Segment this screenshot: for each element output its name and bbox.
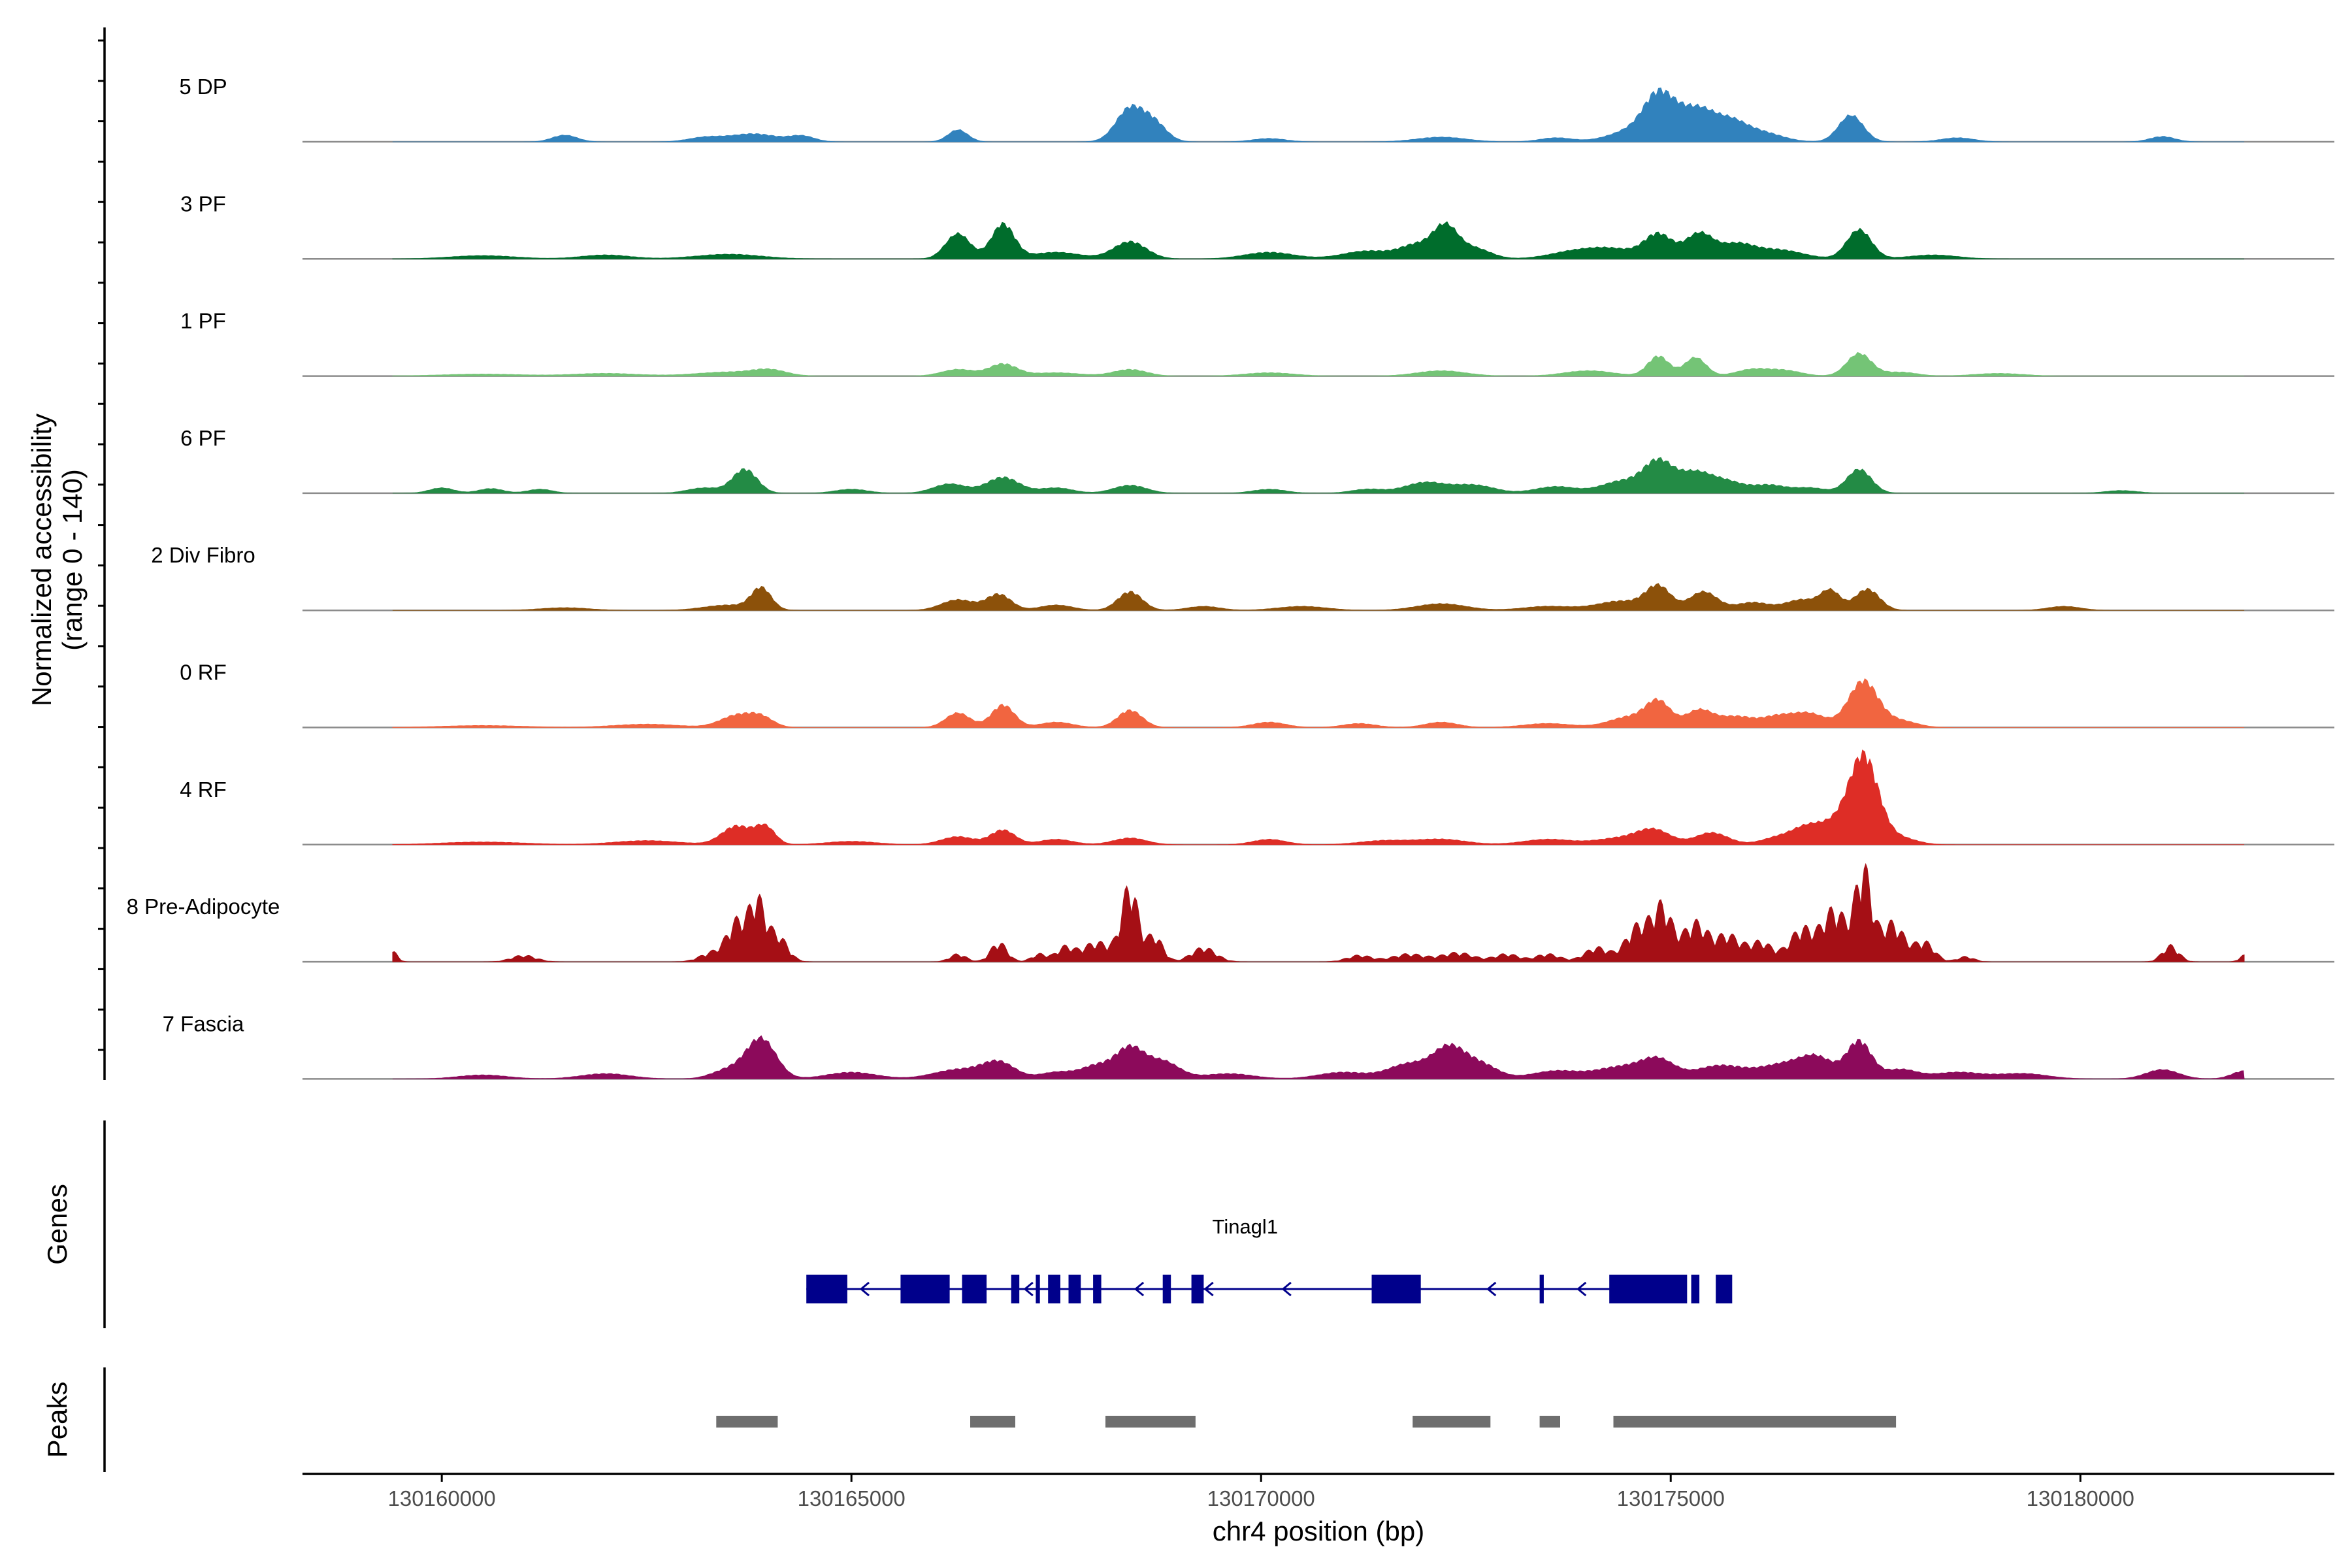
track-label: 1 PF (180, 309, 226, 333)
coverage-area (392, 862, 2245, 962)
coverage-area (392, 221, 2245, 259)
coverage-area (392, 351, 2245, 376)
track-0-rf: 0 RF (180, 661, 2334, 728)
track-7-fascia: 7 Fascia (163, 1011, 2334, 1080)
peak-region (1413, 1416, 1491, 1428)
coverage-y-title-line1: Normalized accessibility (26, 414, 57, 706)
gene-model (806, 1275, 1733, 1303)
strand-arrow-icon (1134, 1281, 1145, 1297)
strand-arrow-icon (1281, 1281, 1292, 1297)
strand-arrow-icon (1203, 1281, 1214, 1297)
peak-region (970, 1416, 1015, 1428)
strand-arrow-icon (1023, 1281, 1034, 1297)
peaks-track-label: Peaks (42, 1382, 73, 1458)
track-5-dp: 5 DP (179, 74, 2334, 143)
gene-name-label: Tinagl1 (1213, 1215, 1279, 1238)
track-label: 4 RF (180, 777, 227, 802)
track-label: 8 Pre-Adipocyte (127, 894, 280, 919)
track-2-div-fibro: 2 Div Fibro (151, 543, 2334, 612)
coverage-area (392, 1035, 2245, 1079)
coverage-tracks: 5 DP 3 PF 1 PF 6 PF 2 Div Fibro 0 RF 4 RF 8 Pre… (127, 74, 2334, 1080)
genes-track-label: Genes (42, 1184, 73, 1265)
strand-arrow-icon (859, 1281, 870, 1297)
gene-exon (1068, 1275, 1081, 1303)
track-4-rf: 4 RF (180, 749, 2334, 846)
track-3-pf: 3 PF (180, 191, 2334, 260)
peak-region (716, 1416, 778, 1428)
peak-region (1613, 1416, 1897, 1428)
strand-arrow-icon (1576, 1281, 1587, 1297)
coverage-area (392, 583, 2245, 611)
gene-exon (1539, 1275, 1544, 1303)
peak-region (1539, 1416, 1560, 1428)
strand-arrow-icon (1486, 1281, 1497, 1297)
gene-exon (1048, 1275, 1060, 1303)
gene-exon (1716, 1275, 1733, 1303)
gene-exon (1609, 1275, 1688, 1303)
coverage-y-title-line2: (range 0 - 140) (57, 469, 88, 651)
coverage-area (392, 457, 2245, 494)
gene-exon (1371, 1275, 1421, 1303)
x-axis-title: chr4 position (bp) (1213, 1516, 1425, 1546)
coverage-area (392, 678, 2245, 728)
track-6-pf: 6 PF (180, 426, 2334, 495)
gene-exon (1191, 1275, 1204, 1303)
coverage-y-ticks (98, 39, 105, 1051)
x-tick-label: 130170000 (1207, 1486, 1315, 1511)
gene-exon (1093, 1275, 1102, 1303)
gene-exon (806, 1275, 847, 1303)
x-tick-label: 130160000 (388, 1486, 496, 1511)
coverage-area (392, 87, 2245, 142)
peak-regions (716, 1416, 1897, 1428)
gene-exon (962, 1275, 987, 1303)
track-8-pre-adipocyte: 8 Pre-Adipocyte (127, 862, 2334, 963)
x-tick-label: 130180000 (2027, 1486, 2134, 1511)
track-label: 0 RF (180, 661, 227, 685)
track-label: 2 Div Fibro (151, 543, 255, 567)
track-1-pf: 1 PF (180, 309, 2334, 377)
peak-region (1105, 1416, 1196, 1428)
gene-exon (1036, 1275, 1040, 1303)
gene-exon (1011, 1275, 1020, 1303)
track-label: 5 DP (179, 74, 227, 99)
gene-exon (1691, 1275, 1700, 1303)
gene-exon (900, 1275, 950, 1303)
track-label: 3 PF (180, 191, 226, 216)
x-tick-label: 130175000 (1617, 1486, 1725, 1511)
x-tick-label: 130165000 (798, 1486, 906, 1511)
x-ticks: 130160000 130165000 130170000 130175000 1301… (388, 1474, 2134, 1511)
gene-exon (1162, 1275, 1171, 1303)
track-label: 6 PF (180, 426, 226, 450)
coverage-area (392, 749, 2245, 845)
track-label: 7 Fascia (163, 1011, 244, 1036)
